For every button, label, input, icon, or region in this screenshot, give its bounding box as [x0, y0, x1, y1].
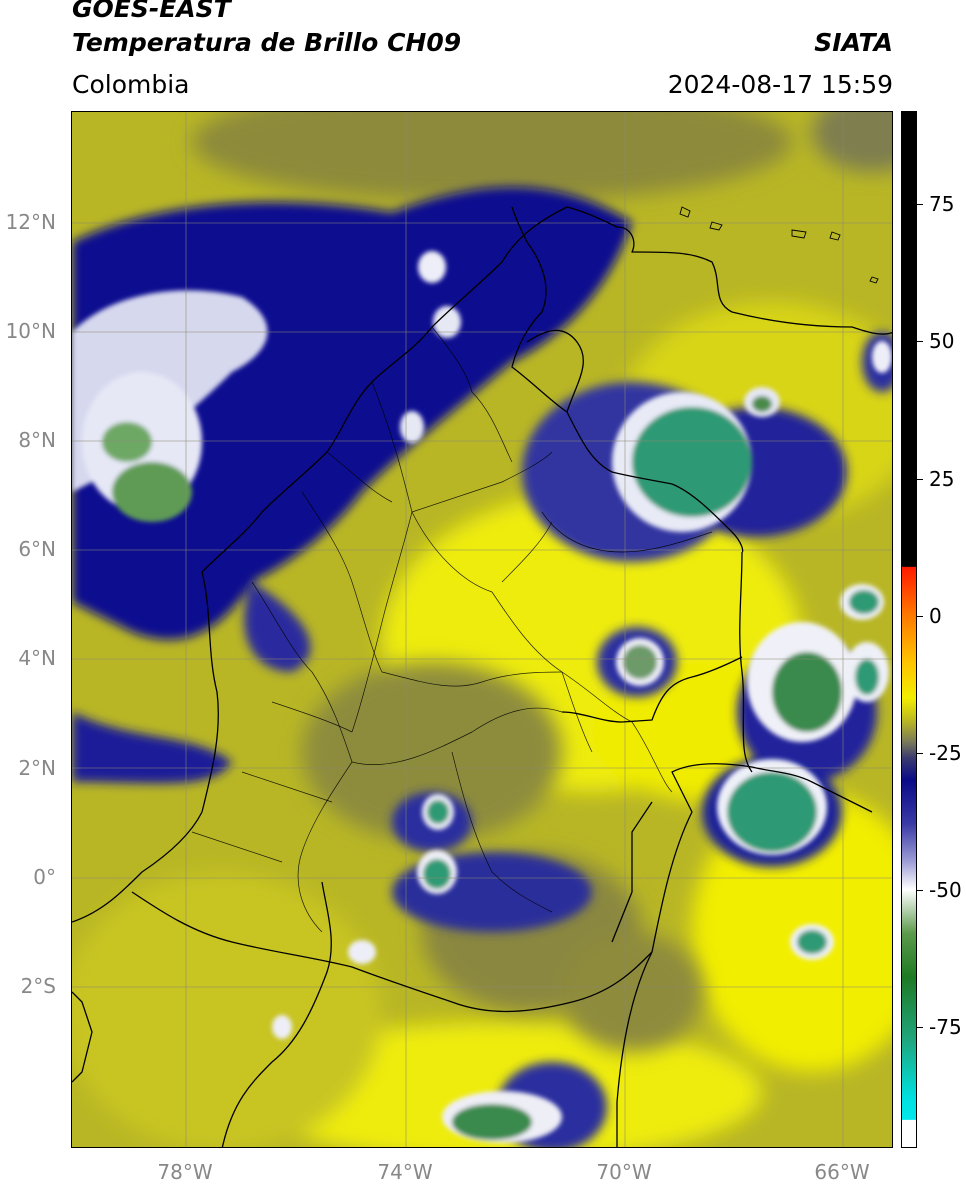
ecuador-peru-border: [221, 881, 332, 1147]
colombia-venezuela-border: [566, 411, 744, 553]
lon-label-66w: 66°W: [814, 1160, 870, 1184]
map-canvas: [72, 112, 892, 1147]
lon-label-78w: 78°W: [157, 1160, 213, 1184]
deep-convection: [72, 251, 892, 1143]
lat-label-2n: 2°N: [18, 756, 56, 780]
colorbar-tick-label: 25: [929, 466, 955, 491]
colombia-brazil-border: [651, 763, 873, 953]
lat-label-4n: 4°N: [18, 646, 56, 670]
caribbean-coast: [201, 206, 892, 573]
colorbar-tick-mark: [917, 890, 923, 892]
dry-field: [192, 112, 892, 1052]
departments: [191, 326, 713, 933]
coastline-ecuador: [72, 991, 93, 1083]
colorbar: [901, 111, 917, 1148]
pacific-coast-south: [72, 811, 203, 923]
colombia-brazil-south: [616, 951, 653, 1147]
lon-label-74w: 74°W: [377, 1160, 433, 1184]
lon-label-70w: 70°W: [596, 1160, 652, 1184]
colorbar-tick-mark: [917, 204, 923, 206]
colorbar-tick-label: -75: [929, 1015, 962, 1040]
lat-label-0: 0°: [33, 865, 56, 889]
lat-label-10n: 10°N: [5, 319, 56, 343]
organization-label: SIATA: [814, 28, 893, 57]
colorbar-tick-mark: [917, 478, 923, 480]
boundaries: [72, 206, 892, 1147]
product-title: Temperatura de Brillo CH09: [72, 28, 462, 57]
colorbar-tick-label: 0: [929, 603, 942, 628]
vaupes-border: [611, 801, 653, 943]
region-label: Colombia: [72, 70, 190, 99]
colorbar-tick-label: -25: [929, 740, 962, 765]
lat-label-12n: 12°N: [5, 210, 56, 234]
datetime-label: 2024-08-17 15:59: [667, 70, 893, 99]
pacific-coast-north: [201, 571, 219, 813]
satellite-map: [71, 111, 893, 1148]
colorbar-tick-label: -50: [929, 878, 962, 903]
maracaibo-west: [511, 206, 568, 413]
colorbar-tick-mark: [917, 341, 923, 343]
colorbar-tick-mark: [917, 1027, 923, 1029]
colorbar-tick-mark: [917, 752, 923, 754]
venezuela-brazil-border: [739, 551, 753, 773]
lat-label-6n: 6°N: [18, 537, 56, 561]
colorbar-tick-label: 50: [929, 329, 955, 354]
lat-label-2s: 2°S: [20, 974, 56, 998]
colorbar-tick-mark: [917, 615, 923, 617]
islands: [679, 206, 879, 284]
amazon-frontier: [561, 656, 743, 723]
colombia-ecuador-peru-border: [131, 891, 653, 1013]
colorbar-tick-label: 75: [929, 192, 955, 217]
maracaibo-lake: [526, 329, 584, 413]
satellite-source: GOES-EAST: [72, 0, 231, 23]
lat-label-8n: 8°N: [18, 428, 56, 452]
